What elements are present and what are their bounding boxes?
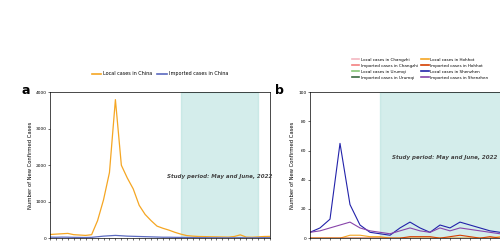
Y-axis label: Number of New Confirmed Cases: Number of New Confirmed Cases (28, 122, 33, 209)
Text: Study period: May and June, 2022: Study period: May and June, 2022 (167, 174, 272, 179)
Legend: Local cases in China, Imported cases in China: Local cases in China, Imported cases in … (90, 69, 230, 78)
Text: a: a (22, 84, 30, 96)
Text: Study period: May and June, 2022: Study period: May and June, 2022 (392, 156, 498, 160)
Text: b: b (275, 84, 283, 96)
Bar (380, 92, 500, 238)
Bar (181, 92, 258, 238)
Y-axis label: Number of New Confirmed Cases: Number of New Confirmed Cases (290, 122, 296, 209)
Legend: Local cases in Changzhi, Imported cases in Changzhi, Local cases in Urumqi, Impo: Local cases in Changzhi, Imported cases … (350, 56, 490, 81)
